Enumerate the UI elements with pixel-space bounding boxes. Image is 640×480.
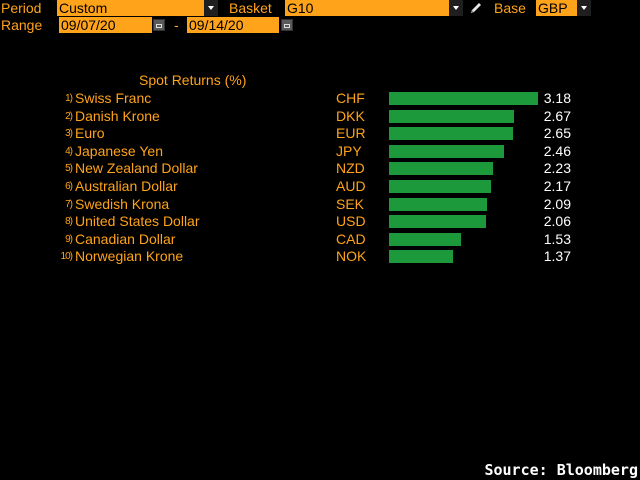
table-title: Spot Returns (%) (139, 72, 247, 88)
source-note: Source: Bloomberg (484, 461, 638, 479)
return-value: 2.65 (543, 125, 571, 142)
row-rank: 4 (50, 146, 72, 157)
currency-code[interactable]: CHF (336, 90, 365, 106)
table-row[interactable]: 4Japanese Yen JPY 2.46 (0, 143, 640, 160)
currency-code[interactable]: NOK (336, 248, 367, 265)
table-row[interactable]: 1Swiss Franc CHF 3.18 (0, 90, 640, 107)
basket-label: Basket (229, 0, 272, 16)
currency-name[interactable]: Japanese Yen (75, 142, 163, 159)
calendar-icon[interactable] (153, 19, 165, 31)
return-bar (389, 197, 487, 211)
currency-code[interactable]: USD (336, 213, 366, 230)
period-label: Period (1, 0, 42, 16)
base-select[interactable]: GBP (536, 0, 591, 16)
return-value: 3.18 (543, 90, 571, 106)
return-value: 1.53 (543, 230, 571, 247)
table-row[interactable]: 2Danish Krone DKK 2.67 (0, 108, 640, 125)
chevron-down-icon[interactable] (577, 0, 591, 16)
return-bar (389, 232, 461, 246)
row-rank: 9 (50, 234, 72, 245)
currency-name[interactable]: Swedish Krona (75, 195, 170, 212)
currency-name[interactable]: Norwegian Krone (75, 248, 184, 265)
currency-name[interactable]: United States Dollar (75, 213, 200, 230)
chevron-down-icon[interactable] (204, 0, 218, 16)
return-value: 2.23 (543, 160, 571, 177)
basket-select[interactable]: G10 (285, 0, 463, 16)
return-value: 2.06 (543, 213, 571, 230)
return-bar (389, 92, 538, 105)
period-value: Custom (59, 0, 108, 16)
table-row[interactable]: 3Euro EUR 2.65 (0, 125, 640, 142)
currency-code[interactable]: AUD (336, 178, 366, 194)
currency-code[interactable]: EUR (336, 125, 366, 142)
return-value: 2.09 (543, 195, 571, 212)
range-label: Range (1, 17, 43, 33)
table-row[interactable]: 6Australian Dollar AUD 2.17 (0, 178, 640, 195)
row-rank: 2 (50, 111, 72, 122)
row-rank: 8 (50, 216, 72, 227)
row-rank: 5 (50, 163, 72, 174)
currency-code[interactable]: NZD (336, 160, 365, 177)
range-end-input[interactable]: 09/14/20 (187, 17, 279, 33)
currency-code[interactable]: CAD (336, 230, 366, 247)
currency-name[interactable]: Swiss Franc (75, 90, 152, 106)
return-bar (389, 180, 491, 193)
return-value: 2.67 (543, 107, 571, 124)
return-bar (389, 144, 504, 158)
return-value: 2.46 (543, 142, 571, 159)
range-end-value: 09/14/20 (189, 17, 244, 33)
row-rank: 1 (50, 93, 72, 104)
return-bar (389, 109, 514, 123)
table-row[interactable]: 9Canadian Dollar CAD 1.53 (0, 231, 640, 248)
currency-name[interactable]: Canadian Dollar (75, 230, 176, 247)
return-bar (389, 215, 486, 229)
row-rank: 6 (50, 181, 72, 192)
table-row[interactable]: 10Norwegian Krone NOK 1.37 (0, 248, 640, 265)
table-row[interactable]: 5New Zealand Dollar NZD 2.23 (0, 160, 640, 177)
currency-name[interactable]: New Zealand Dollar (75, 160, 198, 177)
return-bar (389, 127, 513, 141)
base-label: Base (494, 0, 526, 16)
range-separator: - (174, 17, 179, 33)
period-select[interactable]: Custom (57, 0, 218, 16)
currency-code[interactable]: SEK (336, 195, 365, 212)
return-value: 1.37 (543, 248, 571, 265)
chevron-down-icon[interactable] (449, 0, 463, 16)
row-rank: 10 (50, 251, 72, 262)
table-row[interactable]: 7Swedish Krona SEK 2.09 (0, 196, 640, 213)
row-rank: 3 (50, 128, 72, 139)
calendar-icon[interactable] (281, 19, 293, 31)
base-value: GBP (538, 0, 568, 16)
basket-value: G10 (287, 0, 314, 16)
return-bar (389, 250, 453, 264)
pencil-icon[interactable] (468, 0, 484, 16)
currency-name[interactable]: Australian Dollar (75, 178, 178, 194)
range-start-value: 09/07/20 (61, 17, 116, 33)
return-bar (389, 162, 493, 176)
range-start-input[interactable]: 09/07/20 (59, 17, 152, 33)
table-row[interactable]: 8United States Dollar USD 2.06 (0, 213, 640, 230)
currency-code[interactable]: JPY (336, 142, 362, 159)
return-value: 2.17 (543, 178, 571, 194)
row-rank: 7 (50, 199, 72, 210)
currency-name[interactable]: Euro (75, 125, 105, 142)
currency-code[interactable]: DKK (336, 107, 365, 124)
currency-name[interactable]: Danish Krone (75, 107, 160, 124)
